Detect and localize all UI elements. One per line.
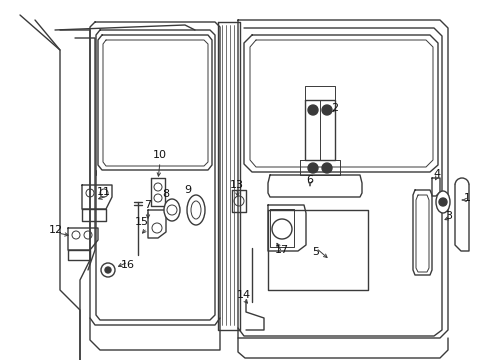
Text: 6: 6 <box>306 175 313 185</box>
Text: 4: 4 <box>432 169 440 179</box>
Text: 2: 2 <box>331 103 338 113</box>
Circle shape <box>438 198 446 206</box>
Text: 8: 8 <box>162 189 169 199</box>
Text: 3: 3 <box>445 211 451 221</box>
Text: 17: 17 <box>274 245 288 255</box>
Text: 15: 15 <box>135 217 149 227</box>
Text: 9: 9 <box>184 185 191 195</box>
Text: 16: 16 <box>121 260 135 270</box>
Text: 5: 5 <box>312 247 319 257</box>
Text: 12: 12 <box>49 225 63 235</box>
Ellipse shape <box>163 199 180 221</box>
Circle shape <box>307 105 317 115</box>
Ellipse shape <box>191 201 201 219</box>
Circle shape <box>321 105 331 115</box>
Text: 13: 13 <box>229 180 244 190</box>
Text: 11: 11 <box>97 187 111 197</box>
Circle shape <box>307 163 317 173</box>
Circle shape <box>105 267 111 273</box>
Ellipse shape <box>435 191 449 213</box>
Text: 14: 14 <box>237 290 250 300</box>
Circle shape <box>321 163 331 173</box>
Text: 10: 10 <box>153 150 167 160</box>
Text: 7: 7 <box>144 200 151 210</box>
Text: 1: 1 <box>463 193 469 203</box>
Ellipse shape <box>186 195 204 225</box>
